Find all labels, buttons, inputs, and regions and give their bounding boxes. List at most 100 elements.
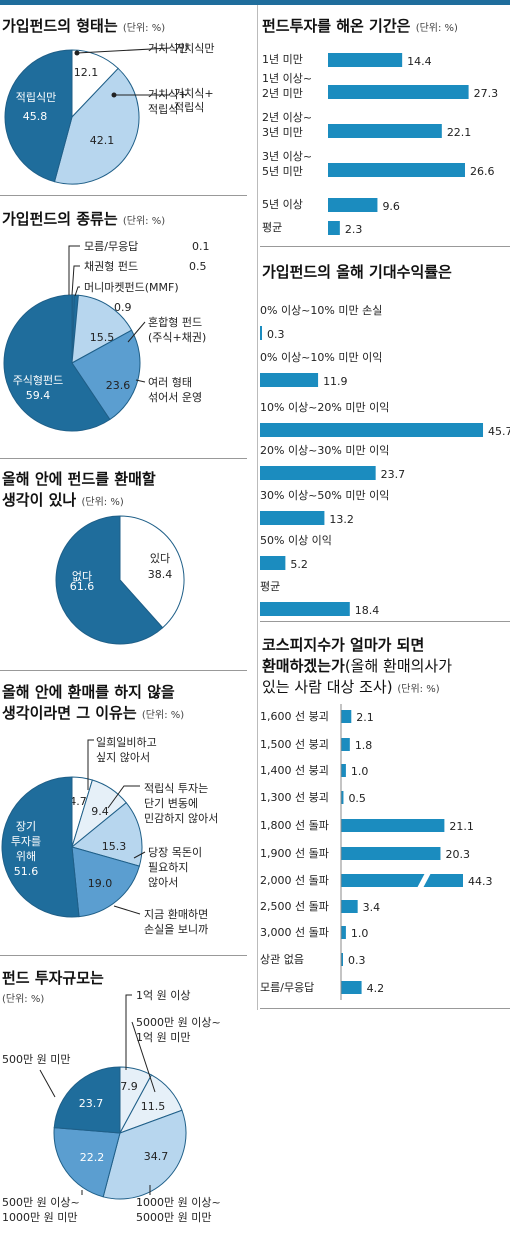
pie-category-label: 않아서	[148, 876, 178, 889]
bar2-value: 11.9	[323, 375, 348, 388]
bar1-category-label: 3년 이상~	[262, 150, 312, 163]
pie5-value: 23.7	[79, 1097, 104, 1110]
pie1-value: 42.1	[90, 134, 115, 147]
bar1-bar	[328, 221, 340, 235]
bar2-bar	[260, 602, 350, 616]
leader-line	[39, 1069, 56, 1098]
leader-line	[125, 994, 132, 1070]
bar3-bar	[341, 847, 441, 860]
leader-line	[131, 1021, 156, 1093]
bar3-bar	[341, 981, 362, 994]
bar1-value: 26.6	[470, 165, 495, 178]
bar3-category-label: 1,600 선 붕괴	[260, 710, 329, 723]
pie-category-label: 적립식만	[16, 91, 56, 104]
pie5-value: 7.9	[120, 1080, 138, 1093]
pie4-title: 올해 안에 환매를 하지 않을 생각이라면 그 이유는 (단위: %)	[2, 683, 185, 722]
bar3-value: 1.0	[351, 927, 369, 940]
bar3-bar	[341, 791, 344, 804]
pie5-slice	[53, 1127, 121, 1198]
pie-category-label: 당장 목돈이	[148, 846, 202, 859]
bar2-category-label: 0% 이상~10% 미만 이익	[260, 351, 382, 364]
bar1-bar	[328, 198, 378, 212]
leader-line	[133, 851, 146, 859]
pie5-value: 34.7	[144, 1150, 169, 1163]
bar3-category-label: 모름/무응답	[260, 981, 314, 994]
bar1-value: 22.1	[447, 126, 472, 139]
leader-line	[107, 785, 140, 809]
pie1-slice	[53, 67, 140, 185]
leader-line	[71, 265, 80, 296]
pie4-slice	[1, 776, 80, 918]
bar2-value: 0.3	[267, 328, 285, 341]
pie5-value: 11.5	[141, 1100, 166, 1113]
section-divider	[0, 458, 247, 459]
bar2-category-label: 0% 이상~10% 미만 손실	[260, 304, 382, 317]
bar3-bar	[341, 819, 445, 832]
pie-category-label: 주식형펀드	[13, 374, 64, 387]
bar3-bar	[341, 764, 346, 777]
bar2-category-label: 10% 이상~20% 미만 이익	[260, 401, 389, 414]
pie-category-label: 민감하지 않아서	[144, 811, 218, 825]
pie-category-label: 필요하지	[148, 860, 188, 874]
bar3-category-label: 1,500 선 붕괴	[260, 738, 329, 751]
bar1-value: 9.6	[382, 200, 400, 213]
pie-category-label: 지금 환매하면	[144, 907, 208, 921]
pie-category-label: 투자를	[11, 835, 41, 848]
bar3-category-label: 1,400 선 붕괴	[260, 764, 329, 777]
bar3-value: 0.5	[348, 792, 366, 805]
bar3-bar	[341, 900, 358, 913]
pie-category-label: 채권형 펀드	[84, 260, 138, 273]
bar2-bar	[260, 556, 286, 570]
pie-category-label: 5000만 원 미만	[136, 1211, 211, 1224]
pie5-slice	[102, 1109, 187, 1200]
bar2-bar	[260, 326, 262, 340]
pie1-slice	[4, 49, 73, 183]
pie3-value: 61.6	[70, 580, 95, 593]
bar1-category-label: 3년 미만	[262, 126, 303, 139]
bar1-value: 27.3	[474, 87, 499, 100]
pie3-title: 올해 안에 펀드를 환매할 생각이 있나 (단위: %)	[2, 470, 156, 509]
bar3-axis-break	[417, 873, 431, 888]
bar2-bar	[260, 423, 484, 437]
bar2-bar	[260, 466, 376, 480]
pie4-slice	[70, 802, 143, 867]
pie4-value: 19.0	[88, 877, 113, 890]
pie2-value: 23.6	[106, 379, 131, 392]
bar1-value: 2.3	[345, 223, 363, 236]
bar3-value: 21.1	[449, 820, 474, 833]
bar2-bar	[260, 511, 325, 525]
column-divider	[257, 5, 258, 1010]
leader-line	[113, 905, 141, 915]
section-divider	[260, 621, 510, 622]
bar3-category-label: 2,500 선 돌파	[260, 900, 329, 913]
bar3-value: 2.1	[356, 711, 374, 724]
bar2-category-label: 30% 이상~50% 미만 이익	[260, 489, 389, 502]
pie-category-label: 적립식 투자는	[144, 782, 208, 795]
pie2-value: 59.4	[26, 389, 51, 402]
pie-category-label: 1억 원 미만	[136, 1031, 190, 1044]
pie1-leader-dot	[111, 92, 117, 98]
bar1-category-label: 5년 이상	[262, 198, 303, 211]
bar1-category-label: 1년 미만	[262, 53, 303, 66]
pie-category-label: 적립식	[148, 103, 178, 116]
pie2-title: 가입펀드의 종류는 (단위: %)	[2, 210, 166, 228]
pie-category-label: 5000만 원 이상~	[136, 1016, 221, 1029]
bar1-category-label: 2년 이상~	[262, 111, 312, 124]
bar3-bar	[341, 926, 346, 939]
pie2-slice	[3, 294, 111, 432]
pie1-value: 12.1	[74, 66, 99, 79]
leader-line	[68, 245, 80, 295]
section-divider	[0, 955, 247, 956]
section-divider	[260, 1008, 510, 1009]
bar1-category-label: 5년 미만	[262, 165, 303, 178]
pie1-title: 가입펀드의 형태는 (단위: %)	[2, 17, 166, 35]
bar3-category-label: 1,900 선 돌파	[260, 847, 329, 860]
bar3-category-label: 3,000 선 돌파	[260, 926, 329, 939]
pie-category-label: 1000만 원 이상~	[136, 1196, 221, 1209]
pie2-value: 0.9	[114, 301, 132, 314]
pie-category-label: 있다	[150, 552, 170, 565]
bar2-category-label: 평균	[260, 580, 280, 593]
pie5-title: 펀드 투자규모는 (단위: %)	[2, 969, 104, 1005]
bar2-category-label: 20% 이상~30% 미만 이익	[260, 444, 389, 457]
